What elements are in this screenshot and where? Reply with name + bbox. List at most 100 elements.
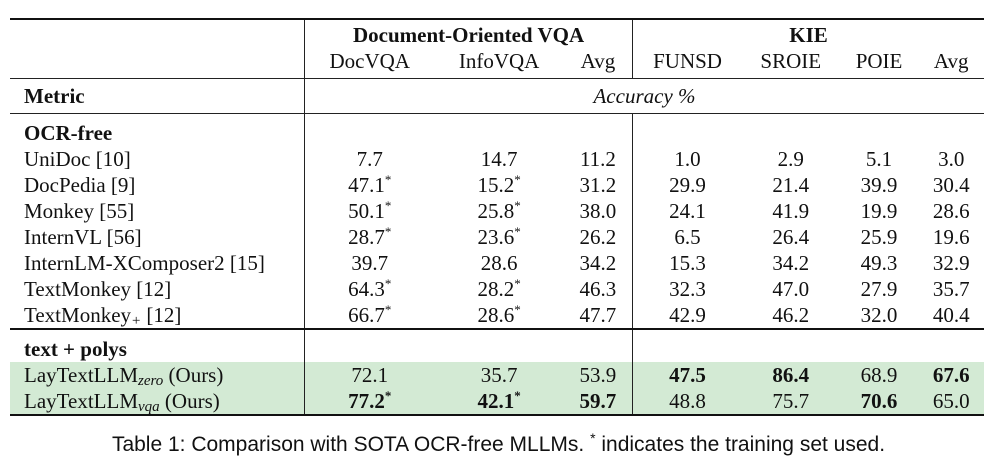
value: 35.7: [480, 363, 518, 387]
value: 24.1: [669, 199, 706, 223]
value: 72.1: [351, 363, 389, 387]
value-cell: 46.3: [564, 276, 633, 302]
training-set-star: *: [514, 198, 521, 213]
value: 46.3: [579, 277, 617, 301]
model-name-cell: TextMonkey+ [12]: [10, 302, 305, 329]
value-cell: 15.2*: [434, 172, 563, 198]
section-filler-kie: [840, 329, 919, 362]
value: 34.2: [772, 251, 810, 275]
value: 1.0: [674, 147, 701, 171]
value: 38.0: [579, 199, 617, 223]
value: 15.3: [669, 251, 706, 275]
value: 64.3: [348, 277, 385, 301]
table-row: UniDoc [10] 7.7 14.7 11.2 1.0 2.9 5.1 3.0: [10, 146, 984, 172]
training-set-star: *: [384, 276, 392, 291]
value-cell: 28.7*: [304, 224, 435, 250]
col-poie: POIE: [839, 48, 919, 79]
value: 19.9: [860, 199, 898, 223]
group-doc-vqa: Document-Oriented VQA: [303, 19, 633, 48]
value-cell: 49.3: [840, 250, 919, 276]
table-row: TextMonkey+ [12] 66.7* 28.6* 47.7 42.9 46.2 32…: [10, 302, 984, 329]
section-header-row: OCR-free: [10, 113, 984, 147]
training-set-star: *: [384, 224, 392, 239]
section-filler-kie: [632, 329, 742, 362]
value-cell: 42.9: [632, 302, 742, 329]
value-cell: 77.2*: [304, 388, 435, 416]
value: 29.9: [669, 173, 706, 197]
value: 59.7: [579, 389, 617, 413]
value-cell: 19.6: [918, 224, 984, 250]
model-name: TextMonkey: [24, 303, 132, 327]
value-cell: 47.1*: [304, 172, 435, 198]
value: 34.2: [579, 251, 617, 275]
model-name-cell: InternLM-XComposer2 [15]: [10, 250, 305, 276]
value-cell: 25.8*: [434, 198, 563, 224]
value-cell: 68.9: [840, 362, 919, 388]
section-header-row: text + polys: [10, 329, 984, 362]
value: 28.2: [477, 277, 515, 301]
value-cell: 53.9: [564, 362, 633, 388]
value-cell: 3.0: [918, 146, 984, 172]
table-row: Monkey [55] 50.1* 25.8* 38.0 24.1 41.9 19.9 28.…: [10, 198, 984, 224]
model-subscript: vqa: [138, 399, 160, 415]
value: 66.7: [348, 303, 385, 327]
training-set-star: *: [384, 388, 392, 403]
section-title: text + polys: [24, 337, 127, 361]
table-row: LayTextLLMvqa (Ours) 77.2* 42.1* 59.7 48.8 75…: [10, 388, 984, 416]
header-group-row: Document-Oriented VQA KIE: [10, 19, 984, 48]
value: 77.2: [348, 389, 385, 413]
value-cell: 47.7: [564, 302, 633, 329]
model-name: InternLM-XComposer2 [15]: [24, 251, 265, 275]
value: 46.2: [772, 303, 810, 327]
value-cell: 14.7: [434, 146, 563, 172]
results-table: Document-Oriented VQA KIE DocVQA InfoVQA…: [10, 18, 984, 416]
training-set-star: *: [514, 302, 521, 317]
value-cell: 21.4: [742, 172, 840, 198]
training-set-star: *: [514, 172, 521, 187]
training-set-star: *: [384, 172, 392, 187]
model-name-cell: LayTextLLMvqa (Ours): [10, 388, 305, 416]
value: 25.8: [477, 199, 515, 223]
value-cell: 32.3: [632, 276, 742, 302]
value: 21.4: [772, 173, 810, 197]
model-name-cell: TextMonkey [12]: [10, 276, 305, 302]
value: 50.1: [348, 199, 385, 223]
caption-star: *: [590, 430, 596, 446]
model-subscript: zero: [138, 373, 164, 389]
table-row: TextMonkey [12] 64.3* 28.2 * 46.3 32.3 47.0 27.…: [10, 276, 984, 302]
value: 42.9: [669, 303, 706, 327]
model-suffix: (Ours): [168, 363, 224, 387]
value-cell: 66.7*: [304, 302, 435, 329]
table-row: InternLM-XComposer2 [15] 39.7 28.6 34.2 15.3…: [10, 250, 984, 276]
value: 67.6: [932, 363, 970, 387]
value-cell: 19.9: [840, 198, 919, 224]
model-name-cell: InternVL [56]: [10, 224, 305, 250]
training-set-star: *: [514, 224, 521, 239]
training-set-star: *: [514, 388, 521, 403]
value: 7.7: [356, 147, 383, 171]
value: 35.7: [932, 277, 970, 301]
section-filler-kie: [918, 329, 984, 362]
value-cell: 50.1*: [304, 198, 435, 224]
value: 27.9: [860, 277, 898, 301]
value-cell: 2.9: [742, 146, 840, 172]
value: 47.5: [669, 363, 706, 387]
section-filler-kie: [918, 114, 984, 147]
section-filler-kie: [632, 113, 742, 146]
value-cell: 65.0: [918, 388, 984, 416]
value-cell: 15.3: [632, 250, 742, 276]
value-cell: 39.9: [840, 172, 919, 198]
value-cell: 64.3*: [304, 276, 435, 302]
value: 25.9: [860, 225, 898, 249]
value-cell: 28.6: [434, 250, 563, 276]
section-filler-doc: [304, 329, 435, 362]
value-cell: 59.7: [563, 388, 633, 416]
value-cell: 29.9: [632, 172, 742, 198]
section-filler-doc: [434, 329, 563, 362]
value: 70.6: [860, 389, 898, 413]
value-cell: 67.6: [918, 362, 984, 388]
section-title: OCR-free: [24, 121, 113, 145]
value: 41.9: [772, 199, 810, 223]
value-cell: 47.0: [742, 276, 840, 302]
section-filler-doc: [304, 113, 435, 146]
